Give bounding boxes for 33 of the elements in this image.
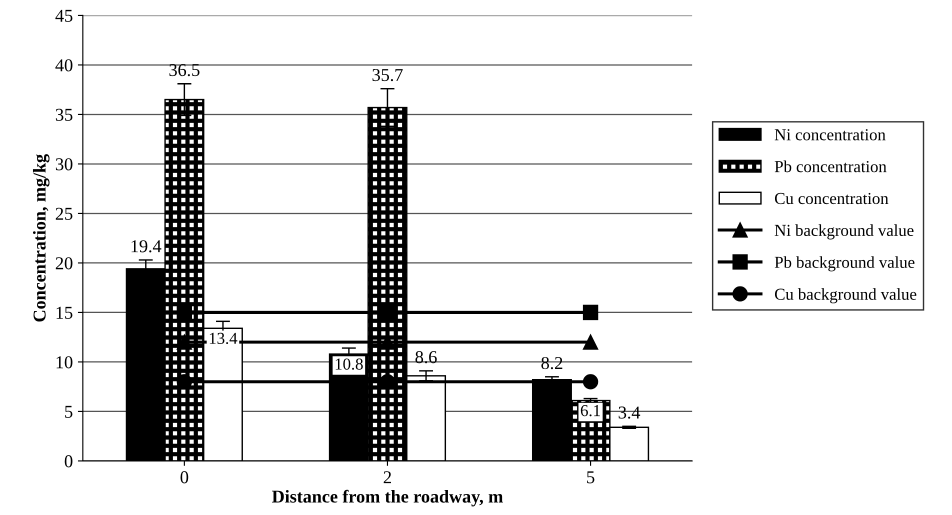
legend-label: Pb concentration [774, 160, 887, 172]
data-label: 10.8 [336, 358, 363, 370]
legend-label: Cu concentration [774, 192, 888, 204]
x-axis-title: Distance from the roadway, m [272, 490, 503, 506]
data-label: 36.5 [169, 64, 200, 76]
data-label: 19.4 [132, 240, 162, 252]
y-tick-label: 20 [56, 257, 72, 270]
point [582, 304, 598, 320]
x-tick-label: 0 [180, 471, 188, 484]
y-tick-label: 25 [56, 208, 72, 220]
y-tick-label: 40 [55, 59, 72, 72]
y-tick-label: 15 [56, 306, 72, 319]
point [176, 304, 192, 320]
y-tick-label: 10 [56, 356, 72, 368]
point [176, 334, 192, 350]
legend-label: Pb background value [774, 256, 914, 272]
data-label: 8.6 [415, 351, 437, 364]
point [582, 374, 598, 390]
y-tick-label: 45 [55, 10, 72, 22]
data-label: 35.7 [372, 68, 403, 82]
legend-label: Ni concentration [774, 129, 886, 140]
x-tick-label: 2 [384, 471, 391, 484]
y-tick-label: 30 [56, 158, 72, 170]
point [582, 334, 598, 350]
y-axis-title: Concentration, mg/kg [32, 154, 50, 322]
y-tick-label: 0 [64, 455, 72, 468]
data-label: 13.4 [210, 332, 238, 344]
legend-label: Ni background value [774, 224, 914, 240]
x-tick-label: 5 [587, 471, 594, 484]
y-tick-label: 5 [65, 406, 72, 418]
legend-label: Cu background value [774, 288, 916, 304]
data-label: 6.1 [580, 405, 600, 416]
y-tick-label: 35 [56, 108, 72, 121]
